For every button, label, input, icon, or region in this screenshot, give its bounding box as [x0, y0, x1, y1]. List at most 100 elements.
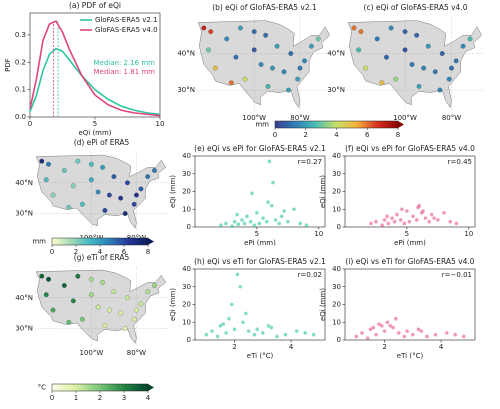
station-point [106, 192, 112, 198]
scatter-point [379, 324, 384, 328]
station-point [379, 80, 385, 86]
colorbar-extend [398, 121, 404, 128]
scatter-point [232, 219, 237, 224]
colorbar-step [109, 238, 113, 245]
scatter-point [227, 316, 231, 321]
colorbar-step [80, 238, 84, 245]
scatter-point [261, 331, 265, 335]
colorbar-step [138, 384, 142, 391]
colorbar-step [370, 121, 374, 128]
colorbar-step [71, 384, 74, 391]
chart-title: (i) eQi vs eTi for GloFAS-ERA5 v4.0 [345, 257, 474, 266]
colorbar-step [131, 384, 134, 391]
scatter-point [398, 218, 403, 222]
us-outline [347, 20, 482, 109]
map-title: (c) eQi of GloFAS-ERA5 v4.0 [364, 3, 468, 12]
scatter-point [377, 322, 381, 326]
colorbar-step [394, 121, 399, 128]
scatter-point [369, 221, 373, 226]
colorbar-step [68, 384, 72, 391]
station-point [402, 47, 408, 53]
y-tick-label: 0.2 [15, 58, 26, 66]
scatter-point [219, 223, 223, 228]
station-point [358, 29, 364, 35]
station-point [263, 32, 269, 38]
plot-frame [194, 268, 326, 341]
station-point [467, 36, 473, 42]
colorbar-step [140, 238, 144, 245]
correlation-annotation: r=0.45 [448, 158, 472, 166]
scatter-point [411, 214, 415, 219]
station-point [131, 201, 137, 207]
y-axis-label: eQi (mm) [169, 288, 177, 321]
station-point [39, 273, 45, 279]
station-point [75, 273, 81, 279]
colorbar-step [80, 384, 84, 391]
scatter-point [411, 332, 415, 337]
lon-label: 100°W [79, 349, 103, 357]
colorbar-step [95, 238, 98, 245]
scatter-point [432, 216, 436, 220]
y-tick-label: 40 [332, 265, 341, 273]
colorbar-tick-label: 2 [98, 394, 102, 402]
colorbar-step [124, 384, 127, 391]
colorbar-step [361, 121, 365, 128]
colorbar-step [382, 121, 386, 128]
colorbar-step [351, 121, 356, 128]
station-point [201, 25, 207, 31]
scatter-point [385, 320, 390, 325]
colorbar-step [61, 238, 65, 245]
scatter-point [235, 212, 239, 217]
scatter-point [242, 221, 247, 226]
scatter-point [390, 216, 394, 220]
colorbar-step [119, 384, 122, 391]
scatter-point [427, 219, 431, 224]
station-point [118, 195, 124, 201]
scatter-point [232, 327, 237, 332]
lon-label: 80°W [290, 114, 309, 122]
scatter-point [388, 324, 393, 328]
colorbar-step [97, 384, 101, 391]
scatter-point [210, 329, 214, 333]
x-tick-label: 4 [289, 343, 294, 351]
station-point [118, 310, 124, 316]
scatter-point [433, 332, 438, 337]
lat-label: 30°N [15, 325, 33, 333]
colorbar-step [116, 384, 120, 391]
scatter-point [224, 331, 228, 335]
lat-label: 40°N [15, 179, 33, 187]
colorbar-step [373, 121, 377, 128]
colorbar-step [379, 121, 383, 128]
median-label: Median: 1.81 mm [94, 68, 156, 76]
colorbar-step [140, 384, 144, 391]
x-axis-label: eTi (°C) [397, 352, 424, 360]
scatter-point [245, 214, 249, 219]
median-label: Median: 2.16 mm [94, 59, 156, 67]
scatter-point [277, 221, 281, 226]
scatter-point [294, 329, 299, 333]
station-point [75, 158, 81, 164]
station-point [95, 189, 101, 195]
station-point [228, 80, 234, 86]
colorbar-tick-label: 0 [50, 248, 54, 256]
x-tick-label: 2 [232, 343, 236, 351]
colorbar-tick-label: 4 [146, 394, 151, 402]
scatter-point [429, 212, 434, 217]
scatter-point [261, 216, 265, 220]
scatter-point [374, 219, 378, 224]
y-tick-label: 30 [182, 170, 191, 178]
scatter-point [265, 219, 269, 224]
station-point [388, 25, 394, 31]
station-point [351, 25, 357, 31]
colorbar-step [85, 238, 89, 245]
colorbar-step [281, 121, 285, 128]
colorbar-step [336, 121, 340, 128]
scatter-point [444, 331, 449, 335]
scatter-point [224, 221, 228, 226]
colorbar-step [345, 121, 350, 128]
y-tick-label: 0.3 [15, 31, 26, 39]
colorbar-step [97, 238, 101, 245]
station-point [393, 76, 399, 82]
colorbar-step [52, 238, 55, 245]
scatter-point [292, 207, 296, 212]
